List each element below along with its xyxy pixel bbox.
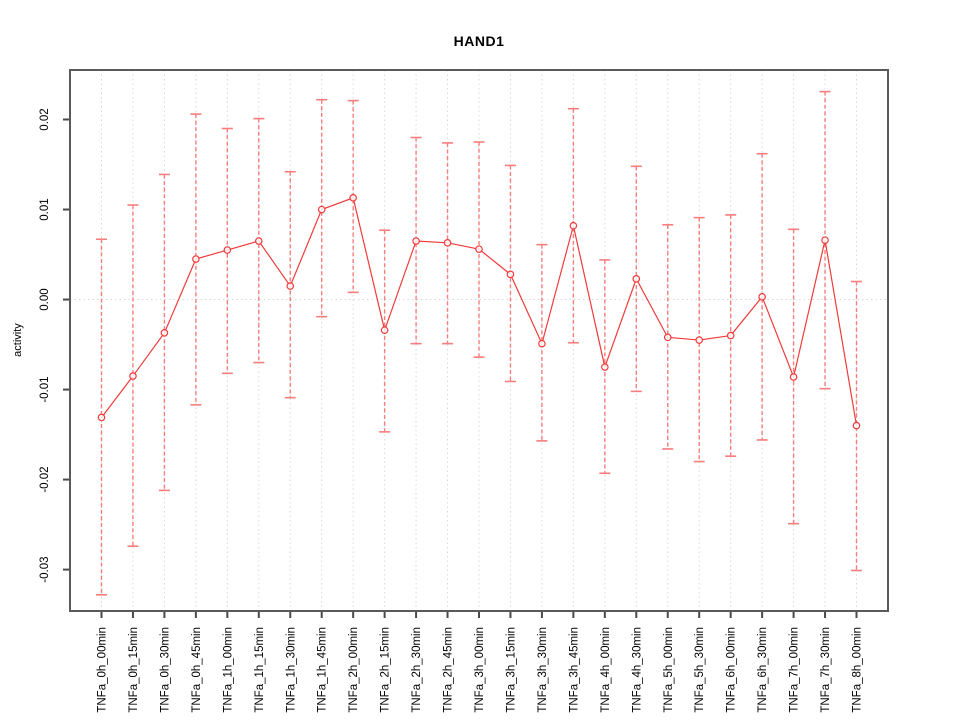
x-tick-label: TNFa_3h_45min	[568, 627, 580, 713]
y-tick-label: 0.00	[39, 288, 51, 310]
x-tick-label: TNFa_2h_00min	[348, 627, 360, 713]
data-point	[695, 336, 704, 344]
x-tick-label: TNFa_1h_00min	[222, 627, 234, 713]
data-point	[475, 245, 483, 253]
x-tick-label: TNFa_2h_30min	[411, 627, 423, 713]
data-point	[160, 329, 169, 337]
data-point	[443, 239, 452, 247]
x-tick-label: TNFa_0h_30min	[159, 627, 171, 713]
x-tick-label: TNFa_3h_30min	[537, 627, 549, 713]
y-axis-title-text: activity	[12, 323, 24, 357]
data-point	[852, 421, 861, 430]
data-point	[380, 326, 389, 334]
x-tick-label: TNFa_5h_30min	[694, 627, 706, 713]
x-tick-label: TNFa_1h_15min	[254, 627, 266, 713]
x-tick-label: TNFa_1h_30min	[285, 627, 297, 713]
x-tick-label: TNFa_4h_00min	[600, 627, 612, 713]
x-tick-label: TNFa_5h_00min	[663, 627, 675, 713]
x-tick-label: TNFa_6h_00min	[726, 627, 738, 713]
y-tick-label: -0.03	[39, 556, 51, 582]
x-tick-label: TNFa_0h_45min	[191, 627, 203, 713]
x-tick-label: TNFa_6h_30min	[757, 627, 769, 713]
data-point	[412, 237, 420, 245]
x-tick-label: TNFa_7h_00min	[789, 627, 801, 713]
data-point	[663, 333, 672, 342]
data-point	[223, 246, 232, 254]
data-point	[821, 236, 829, 244]
data-point	[192, 255, 200, 263]
series-line	[101, 197, 858, 426]
y-tick-label: 0.01	[39, 198, 51, 220]
data-point	[758, 293, 766, 301]
data-point	[286, 282, 295, 290]
x-tick-label: TNFa_2h_45min	[443, 627, 455, 713]
data-point	[601, 363, 609, 371]
data-point	[726, 331, 735, 340]
data-point	[97, 413, 106, 422]
x-tick-label: TNFa_3h_00min	[474, 627, 486, 713]
data-point	[254, 237, 263, 245]
data-point	[569, 221, 578, 230]
data-point	[317, 205, 326, 214]
x-tick-label: TNFa_2h_15min	[380, 627, 392, 713]
x-tick-label: TNFa_1h_45min	[317, 627, 329, 713]
x-tick-label: TNFa_4h_30min	[631, 627, 643, 713]
y-tick-label: 0.02	[39, 108, 51, 130]
y-tick-label: -0.01	[39, 376, 51, 402]
data-point	[129, 372, 137, 380]
x-tick-label: TNFa_0h_15min	[128, 627, 140, 713]
data-point	[538, 339, 546, 348]
data-point	[349, 194, 357, 202]
x-tick-label: TNFa_0h_00min	[97, 627, 109, 713]
y-tick-label: -0.02	[39, 466, 51, 492]
x-tick-label: TNFa_3h_15min	[505, 627, 517, 713]
x-tick-label: TNFa_8h_00min	[852, 627, 864, 713]
chart-title: HAND1	[453, 33, 505, 49]
data-point	[506, 270, 515, 279]
data-point	[789, 373, 798, 381]
x-tick-label: TNFa_7h_30min	[820, 627, 832, 713]
data-point	[632, 275, 641, 283]
plot-border	[69, 69, 889, 612]
